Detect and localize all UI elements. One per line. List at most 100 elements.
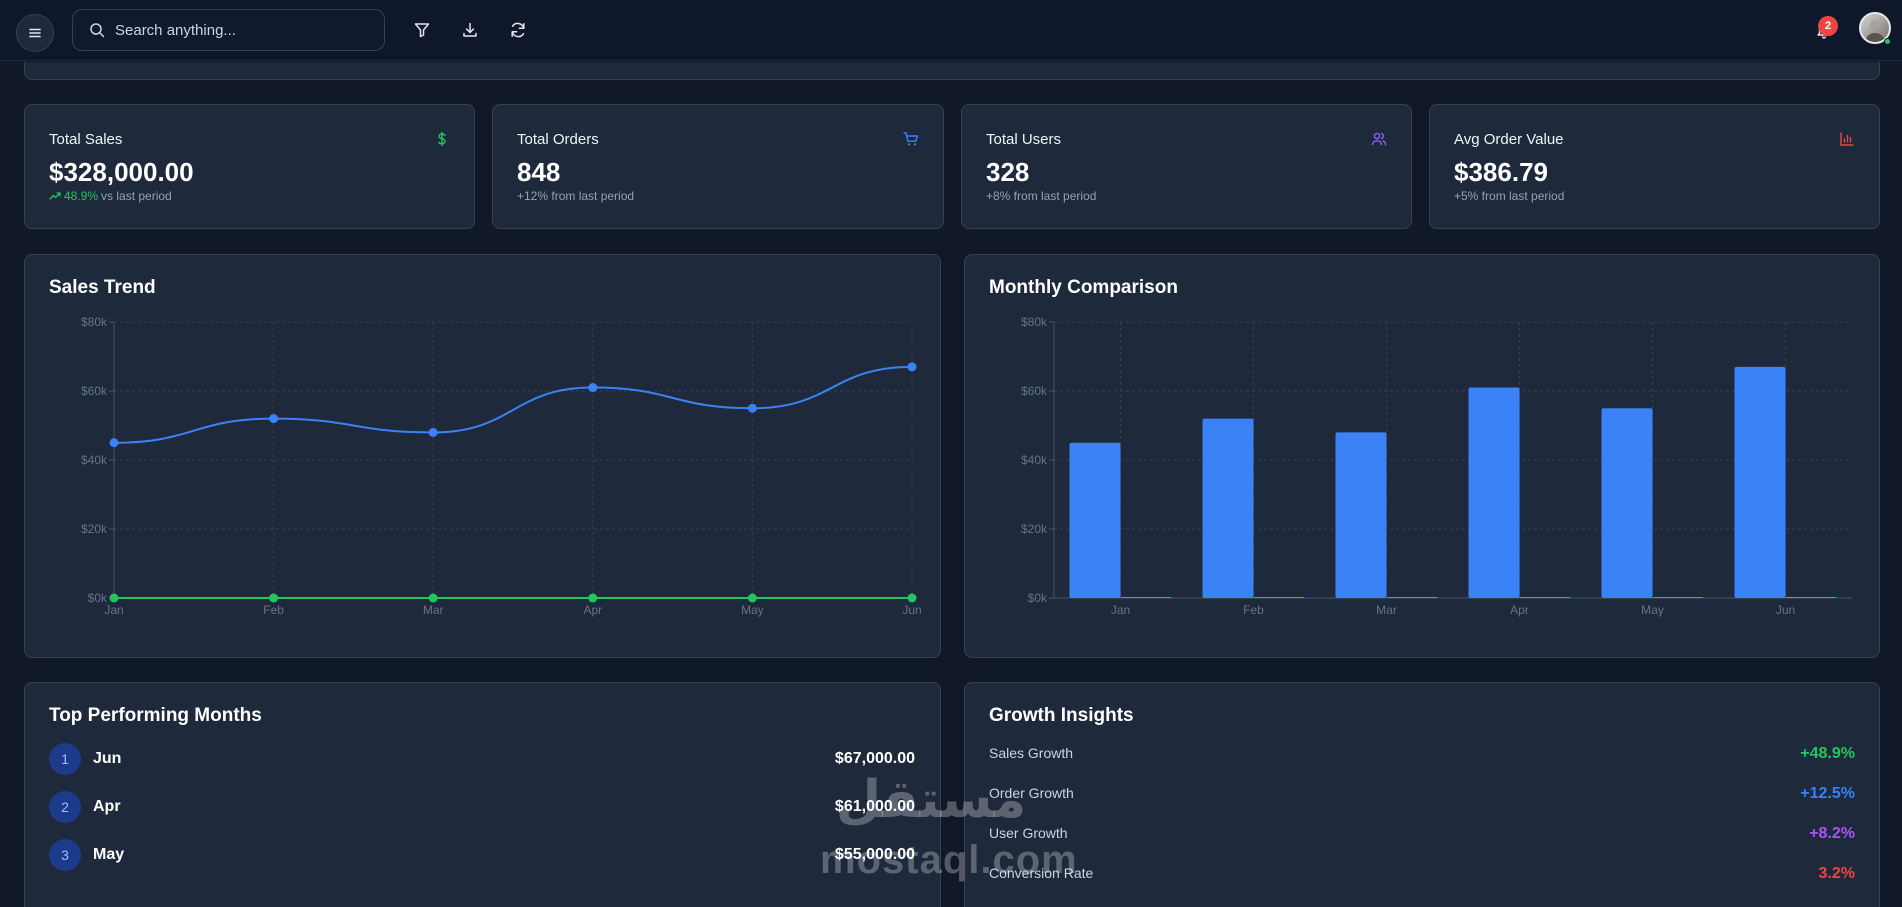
rank-month: Apr — [93, 798, 121, 815]
rank-badge: 3 — [49, 839, 81, 871]
data-point — [907, 593, 917, 603]
data-point — [269, 593, 279, 603]
trending-up-icon — [49, 192, 61, 200]
stat-value: $328,000.00 — [49, 157, 194, 187]
rank-month: Jun — [93, 750, 122, 767]
insight-value: +8.2% — [1809, 825, 1855, 842]
y-tick-label: $80k — [81, 315, 108, 329]
stat-subtext: +12% from last period — [517, 189, 635, 203]
stat-card-total-orders: Total Orders 848 +12% from last period — [492, 104, 944, 229]
y-tick-label: $40k — [1021, 453, 1048, 467]
insight-label: Conversion Rate — [989, 865, 1094, 881]
stat-title: Total Orders — [517, 131, 599, 148]
download-button[interactable] — [458, 18, 482, 42]
insight-value: +48.9% — [1800, 745, 1855, 762]
bar — [1120, 597, 1172, 598]
list-item[interactable]: 3 May $55,000.00 — [49, 839, 915, 873]
x-tick-label: May — [1641, 603, 1664, 617]
monthly-comparison-card: Monthly Comparison $0k $20k $40k $60k $80k Ja… — [964, 254, 1880, 658]
stat-card-total-users: Total Users 328 +8% from last period — [961, 104, 1412, 229]
refresh-button[interactable] — [506, 18, 530, 42]
stat-title: Total Sales — [49, 131, 123, 148]
stat-change: 48.9% — [64, 189, 99, 203]
data-point — [269, 414, 279, 424]
y-tick-label: $0k — [1028, 591, 1048, 605]
search-icon — [90, 23, 105, 38]
panel-title: Monthly Comparison — [989, 277, 1178, 298]
x-tick-label: Mar — [423, 603, 444, 617]
rank-value: $61,000.00 — [834, 798, 915, 815]
data-point — [588, 593, 598, 603]
y-tick-label: $60k — [1021, 384, 1048, 398]
panel-title: Growth Insights — [989, 705, 1134, 726]
list-item[interactable]: 2 Apr $61,000.00 — [49, 791, 915, 825]
insight-row: Sales Growth +48.9% — [989, 745, 1855, 767]
x-tick-label: Jun — [902, 603, 921, 617]
bar — [1734, 366, 1786, 598]
user-photo-icon — [1865, 20, 1885, 42]
bar — [1601, 408, 1653, 598]
data-point — [109, 438, 119, 448]
growth-insights-card: Growth Insights Sales Growth +48.9% Orde… — [964, 682, 1880, 907]
data-point — [747, 593, 757, 603]
filter-button[interactable] — [410, 18, 434, 42]
sales-trend-chart: $0k $20k $40k $60k $80k Jan Feb Mar Apr May Jun — [81, 315, 922, 617]
data-point — [907, 362, 917, 372]
x-tick-label: Jan — [1111, 603, 1130, 617]
insight-value: +12.5% — [1800, 785, 1855, 802]
x-tick-label: Jun — [1776, 603, 1795, 617]
menu-button[interactable] — [16, 14, 54, 52]
bar — [1468, 387, 1520, 598]
cart-icon — [903, 132, 919, 146]
data-point — [428, 427, 438, 437]
dollar-icon — [438, 131, 446, 147]
sales-trend-card: Sales Trend $0k $20k $40k $60k $80k Jan Feb Mar… — [24, 254, 941, 658]
stat-subtext: +8% from last period — [986, 189, 1097, 203]
data-point — [747, 403, 757, 413]
data-point — [588, 383, 598, 393]
search-box[interactable] — [72, 9, 385, 51]
download-icon — [463, 22, 477, 37]
panel-title: Top Performing Months — [49, 705, 262, 726]
top-months-card: Top Performing Months 1 Jun $67,000.00 2… — [24, 682, 941, 907]
y-tick-label: $40k — [81, 453, 108, 467]
stat-change-label: vs last period — [101, 189, 172, 203]
previous-card-edge — [24, 62, 1880, 80]
stat-title: Avg Order Value — [1454, 131, 1564, 148]
series-line — [113, 365, 913, 444]
stat-title: Total Users — [986, 131, 1062, 148]
stat-subtext: 48.9% vs last period — [49, 189, 172, 203]
stat-value: 328 — [986, 157, 1030, 187]
y-tick-label: $60k — [81, 384, 108, 398]
bar — [1652, 597, 1704, 598]
insight-value: 3.2% — [1818, 865, 1855, 882]
x-tick-label: Mar — [1376, 603, 1397, 617]
top-bar: 2 — [0, 0, 1902, 61]
insight-row: User Growth +8.2% — [989, 825, 1855, 847]
notification-count-badge: 2 — [1818, 16, 1838, 36]
x-tick-label: Feb — [263, 603, 284, 617]
x-tick-label: Feb — [1243, 603, 1264, 617]
insight-label: User Growth — [989, 825, 1068, 841]
insight-row: Conversion Rate 3.2% — [989, 865, 1855, 887]
x-tick-label: Apr — [1510, 603, 1529, 617]
bar — [1785, 597, 1837, 598]
y-tick-label: $80k — [1021, 315, 1048, 329]
y-tick-label: $20k — [1021, 522, 1048, 536]
bar-chart-icon — [1840, 132, 1854, 146]
online-status-dot — [1884, 38, 1891, 45]
refresh-icon — [511, 22, 525, 38]
search-input[interactable] — [115, 21, 365, 39]
bar — [1386, 597, 1438, 598]
users-icon — [1371, 132, 1387, 146]
data-point — [109, 593, 119, 603]
y-tick-label: $20k — [81, 522, 108, 536]
x-tick-label: Jan — [104, 603, 123, 617]
insight-row: Order Growth +12.5% — [989, 785, 1855, 807]
x-tick-label: Apr — [583, 603, 602, 617]
insight-label: Order Growth — [989, 785, 1074, 801]
monthly-comparison-chart: $0k $20k $40k $60k $80k Jan Feb Mar Apr May Jun — [1021, 315, 1852, 617]
filter-icon — [414, 23, 430, 38]
list-item[interactable]: 1 Jun $67,000.00 — [49, 743, 915, 777]
hamburger-icon — [29, 28, 41, 38]
